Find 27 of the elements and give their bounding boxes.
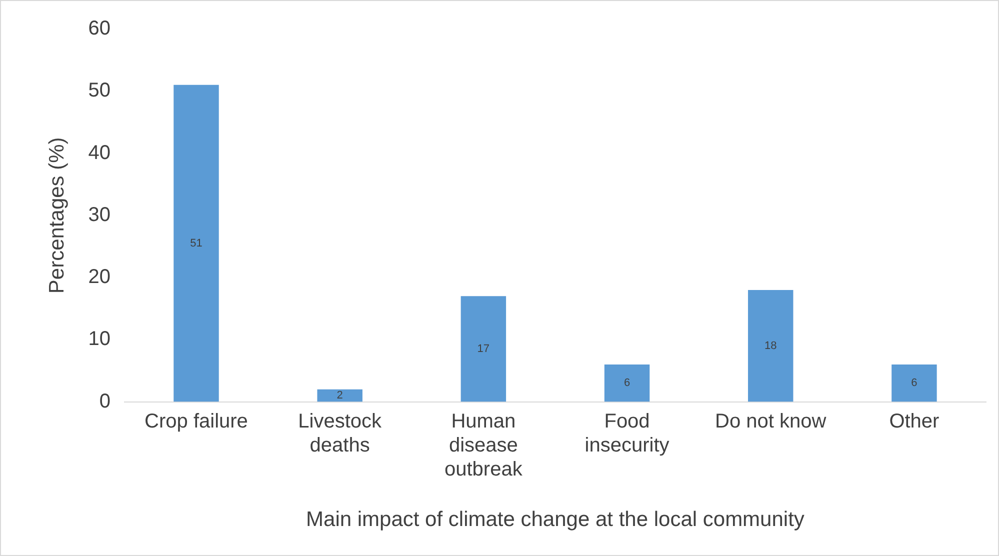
bar [604,364,650,402]
x-tick-label: Livestock deaths [298,410,383,456]
y-tick-label: 0 [99,390,110,412]
data-label: 2 [336,390,343,402]
bar [892,364,937,402]
x-axis-title: Main impact of climate change at the local community [306,508,805,532]
data-label: 17 [477,343,490,356]
data-label: 18 [764,340,777,352]
bar [174,84,219,402]
y-tick-label: 50 [88,80,110,102]
data-label: 6 [911,377,918,390]
x-tick-label: Human disease outbreak [444,410,524,480]
y-tick-label: 60 [88,18,110,40]
data-label: 6 [624,377,630,390]
y-axis-title: Percentages (%) [45,137,68,294]
y-tick-label: 40 [88,142,110,164]
x-tick-label: Crop failure [144,410,248,432]
bar [317,389,362,402]
x-tick-label: Food insecurity [584,410,670,456]
y-tick-label: 30 [88,204,110,226]
bar [460,296,506,402]
bar [748,290,794,402]
y-tick-label: 20 [88,266,110,288]
x-tick-label: Other [889,410,940,432]
data-label: 51 [190,237,202,250]
x-tick-label: Do not know [715,410,827,432]
y-tick-label: 10 [88,328,110,350]
